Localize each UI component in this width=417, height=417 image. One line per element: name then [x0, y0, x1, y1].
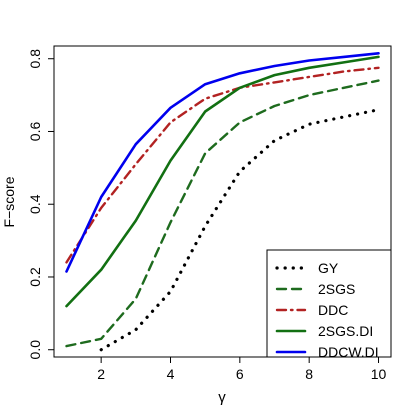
- series-line-gy: [99, 108, 381, 352]
- x-tick-label: 4: [167, 366, 175, 382]
- series-line-ddc: [65, 66, 380, 264]
- y-tick-label: 0.8: [27, 49, 43, 69]
- x-axis-label: γ: [218, 389, 226, 406]
- series-line-ddcw-di: [65, 51, 380, 273]
- y-tick-label: 0.0: [27, 340, 43, 360]
- legend-box: [266, 249, 392, 358]
- legend-label: GY: [318, 260, 339, 276]
- legend-label: 2SGS.DI: [318, 323, 373, 339]
- series-line-2sgs: [65, 79, 380, 348]
- series-layer: [65, 51, 381, 352]
- y-tick-label: 0.2: [27, 267, 43, 287]
- legend-label: 2SGS: [318, 281, 355, 297]
- x-tick-label: 10: [371, 366, 387, 382]
- legend-label: DDC: [318, 302, 348, 318]
- axes-layer: 2 4 6 8 10 0.0 0.2 0.4 0.6 0.8: [27, 49, 387, 382]
- y-tick-label: 0.6: [27, 122, 43, 142]
- plot-frame: [53, 45, 392, 358]
- legend-label: DDCW.DI: [318, 344, 379, 360]
- x-tick-label: 6: [236, 366, 244, 382]
- y-tick-label: 0.4: [27, 194, 43, 214]
- x-tick-label: 8: [305, 366, 313, 382]
- y-axis-label: F−score: [1, 176, 17, 227]
- legend: GY 2SGS DDC 2SGS.DI DDCW.DI: [266, 249, 392, 360]
- series-line-2sgs-di: [65, 55, 380, 308]
- x-tick-label: 2: [97, 366, 105, 382]
